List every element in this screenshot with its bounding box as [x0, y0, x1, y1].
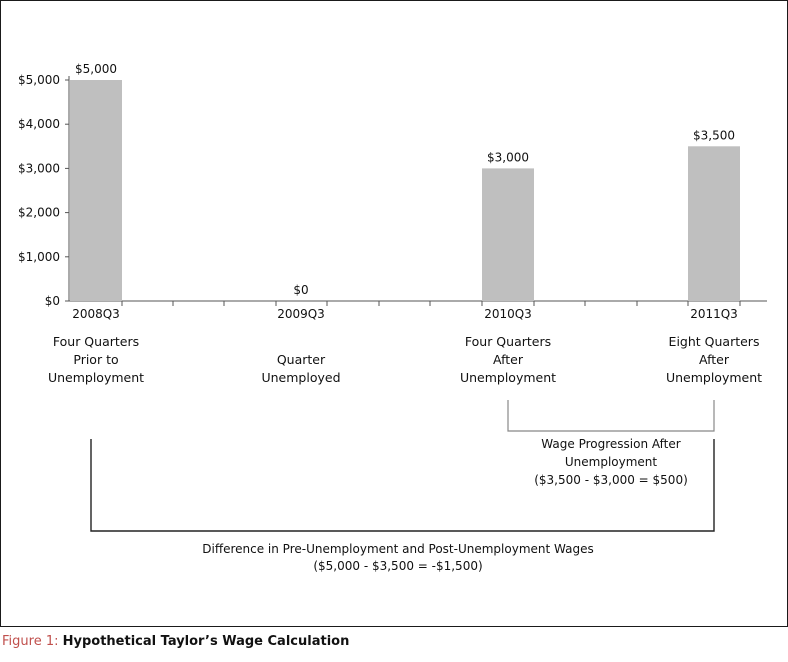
category-description: Four Quarters	[465, 334, 551, 349]
category-description: Unemployed	[261, 370, 340, 385]
y-tick-label: $1,000	[18, 250, 60, 264]
category-description: Unemployment	[48, 370, 144, 385]
caption-title: Hypothetical Taylor’s Wage Calculation	[62, 634, 350, 649]
category-description: After	[493, 352, 524, 367]
data-label: $0	[293, 283, 308, 297]
category-description: Prior to	[73, 352, 118, 367]
annotation-text: Difference in Pre-Unemployment and Post-…	[202, 542, 593, 556]
y-tick-label: $4,000	[18, 117, 60, 131]
category-description: Four Quarters	[53, 334, 139, 349]
y-tick-label: $5,000	[18, 73, 60, 87]
annotation-text: Unemployment	[565, 455, 658, 469]
x-tick-label: 2010Q3	[484, 307, 532, 321]
category-description: Eight Quarters	[669, 334, 760, 349]
category-description: After	[699, 352, 730, 367]
category-description: Unemployment	[666, 370, 762, 385]
x-tick-label: 2011Q3	[690, 307, 738, 321]
data-label: $5,000	[75, 62, 117, 76]
y-tick-label: $0	[45, 294, 60, 308]
bar-2010Q3	[482, 168, 534, 301]
category-description: Unemployment	[460, 370, 556, 385]
x-tick-label: 2008Q3	[72, 307, 120, 321]
category-description: Quarter	[277, 352, 326, 367]
y-tick-label: $2,000	[18, 206, 60, 220]
caption-prefix: Figure 1:	[2, 634, 59, 649]
bracket-wage-difference	[90, 439, 715, 532]
figure-caption: Figure 1: Hypothetical Taylor’s Wage Cal…	[2, 634, 349, 649]
bar-2008Q3	[70, 80, 122, 301]
bracket-wage-progression	[507, 400, 715, 432]
data-label: $3,500	[693, 128, 735, 142]
chart-frame: $0 $1,000 $2,000 $3,000 $4,000 $5,000 $5,000 $0…	[0, 0, 788, 627]
bar-chart: $0 $1,000 $2,000 $3,000 $4,000 $5,000 $5,000 $0…	[18, 62, 767, 573]
x-tick-label: 2009Q3	[277, 307, 325, 321]
bar-2011Q3	[688, 146, 740, 301]
annotation-text: Wage Progression After	[541, 437, 680, 451]
annotation-text: ($3,500 - $3,000 = $500)	[534, 473, 688, 487]
annotation-text: ($5,000 - $3,500 = -$1,500)	[313, 559, 482, 573]
y-tick-label: $3,000	[18, 161, 60, 175]
data-label: $3,000	[487, 150, 529, 164]
